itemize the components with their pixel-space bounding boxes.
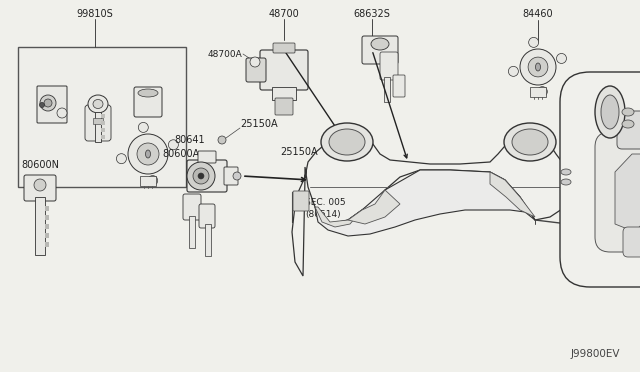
Bar [101,135,105,139]
Ellipse shape [93,99,103,109]
Text: 80600A: 80600A [163,149,200,159]
Circle shape [57,108,67,118]
FancyBboxPatch shape [24,175,56,201]
Bar [101,121,105,125]
Bar [45,215,49,220]
Bar [45,233,49,238]
Circle shape [528,57,548,77]
Circle shape [250,57,260,67]
FancyBboxPatch shape [393,75,405,97]
Circle shape [193,168,209,184]
Circle shape [137,143,159,165]
Circle shape [557,54,566,64]
FancyBboxPatch shape [187,160,227,192]
Circle shape [168,140,179,150]
Circle shape [520,49,556,85]
Bar [35,197,45,255]
Ellipse shape [561,179,571,185]
FancyBboxPatch shape [273,43,295,53]
Bar [18,47,186,187]
FancyBboxPatch shape [198,151,216,163]
Circle shape [148,176,157,186]
Text: J99800EV: J99800EV [570,349,620,359]
Ellipse shape [561,169,571,175]
Ellipse shape [371,38,389,50]
Bar [45,224,49,229]
Ellipse shape [321,123,373,161]
FancyBboxPatch shape [140,176,156,186]
Text: 25150A: 25150A [280,147,317,157]
FancyBboxPatch shape [617,111,640,149]
Bar [95,112,101,142]
Ellipse shape [138,89,158,97]
Text: (80514): (80514) [305,209,340,218]
Text: 80641: 80641 [174,135,205,145]
Text: SEC. 005: SEC. 005 [305,198,346,206]
FancyBboxPatch shape [85,105,111,141]
Circle shape [529,37,539,47]
PathPatch shape [615,154,640,232]
Circle shape [218,136,226,144]
PathPatch shape [315,207,362,227]
FancyBboxPatch shape [380,52,398,80]
Ellipse shape [595,86,625,138]
Text: 48700A: 48700A [207,49,242,58]
FancyBboxPatch shape [530,87,546,97]
Bar [45,206,49,211]
FancyBboxPatch shape [260,50,308,90]
FancyBboxPatch shape [595,132,640,252]
Ellipse shape [601,95,619,129]
Text: 99810S: 99810S [77,9,113,19]
FancyBboxPatch shape [37,86,67,123]
Ellipse shape [622,120,634,128]
Bar [101,114,105,118]
Text: 68632S: 68632S [353,9,390,19]
FancyBboxPatch shape [293,191,309,211]
Circle shape [138,122,148,132]
FancyBboxPatch shape [199,204,215,228]
PathPatch shape [490,172,535,217]
Circle shape [40,95,56,111]
Ellipse shape [145,150,150,158]
Text: 48700: 48700 [269,9,300,19]
FancyBboxPatch shape [623,227,640,257]
FancyBboxPatch shape [246,58,266,82]
FancyBboxPatch shape [183,194,201,220]
Circle shape [34,179,46,191]
Ellipse shape [504,123,556,161]
PathPatch shape [292,134,570,276]
Text: 84460: 84460 [523,9,554,19]
Circle shape [44,99,52,107]
Circle shape [233,172,241,180]
Ellipse shape [329,129,365,155]
Bar [93,118,103,124]
Circle shape [128,134,168,174]
Circle shape [508,66,518,76]
Ellipse shape [512,129,548,155]
FancyBboxPatch shape [272,87,296,100]
PathPatch shape [348,190,400,224]
Text: 80600N: 80600N [21,160,59,170]
PathPatch shape [315,170,535,236]
Ellipse shape [536,63,541,71]
FancyBboxPatch shape [134,87,162,117]
Text: 25150A: 25150A [240,119,278,129]
Bar [101,128,105,132]
Circle shape [40,103,45,108]
Bar [45,242,49,247]
Bar [205,224,211,256]
Ellipse shape [88,95,108,113]
Circle shape [538,87,547,97]
FancyBboxPatch shape [275,98,293,115]
Circle shape [187,162,215,190]
Ellipse shape [622,108,634,116]
Bar [189,216,195,248]
Circle shape [198,173,204,179]
FancyBboxPatch shape [224,167,238,185]
FancyBboxPatch shape [560,72,640,287]
Circle shape [116,154,127,164]
Bar [384,77,390,102]
FancyBboxPatch shape [362,36,398,64]
